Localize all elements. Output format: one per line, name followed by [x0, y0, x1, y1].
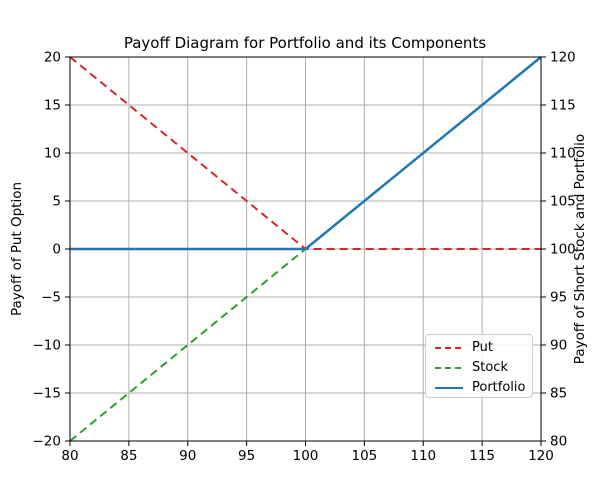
- y-axis-label-right: Payoff of Short Stock and Portfolio: [572, 134, 588, 364]
- axes-layer: 80 85 90 95 100 105 110 115 120 −20 −15 −10 −5 0 5 10 15…: [33, 50, 576, 465]
- legend-item-put: Put: [435, 338, 532, 358]
- y-left-tick-label: −10: [33, 338, 62, 354]
- legend-sample-stock-line: [435, 367, 463, 369]
- legend-label-portfolio: Portfolio: [472, 380, 526, 395]
- series-line-portfolio: [70, 56, 542, 251]
- y-left-tick-label: 15: [44, 98, 61, 114]
- x-tick-label: 80: [61, 448, 78, 464]
- y-left-tick-label: 20: [44, 50, 61, 66]
- legend-item-portfolio: Portfolio: [435, 378, 532, 398]
- y-right-tick-label: 85: [550, 386, 567, 402]
- y-left-tick-label: −20: [33, 434, 62, 450]
- y-right-tick-label: 105: [550, 194, 576, 210]
- x-tick-label: 95: [238, 448, 255, 464]
- y-right-tick-label: 115: [550, 98, 576, 114]
- x-tick-label: 85: [120, 448, 137, 464]
- legend-item-stock: Stock: [435, 358, 532, 378]
- y-left-tick-label: 0: [52, 242, 61, 258]
- y-right-tick-label: 100: [550, 242, 576, 258]
- y-right-tick-label: 120: [550, 50, 576, 66]
- legend-sample-put-line: [435, 347, 463, 349]
- legend-label-put: Put: [472, 340, 493, 355]
- x-tick-label: 100: [293, 448, 319, 464]
- y-axis-label-left: Payoff of Put Option: [9, 182, 25, 316]
- legend-sample-portfolio-line: [435, 386, 463, 390]
- x-tick-label: 90: [179, 448, 196, 464]
- x-tick-label: 110: [410, 448, 436, 464]
- y-right-tick-label: 90: [550, 338, 567, 354]
- series-layer: [69, 56, 542, 442]
- legend-label-stock: Stock: [472, 360, 508, 375]
- y-left-tick-label: 10: [44, 146, 61, 162]
- y-right-tick-label: 95: [550, 290, 567, 306]
- y-right-tick-label: 80: [550, 434, 567, 450]
- legend: Put Stock Portfolio: [425, 334, 533, 398]
- y-right-tick-label: 110: [550, 146, 576, 162]
- x-tick-label: 105: [351, 448, 377, 464]
- y-left-tick-label: −5: [41, 290, 61, 306]
- chart-title: Payoff Diagram for Portfolio and its Com…: [124, 34, 486, 52]
- x-tick-label: 115: [469, 448, 495, 464]
- x-tick-label: 120: [528, 448, 554, 464]
- y-left-tick-label: −15: [33, 386, 62, 402]
- y-left-tick-label: 5: [52, 194, 61, 210]
